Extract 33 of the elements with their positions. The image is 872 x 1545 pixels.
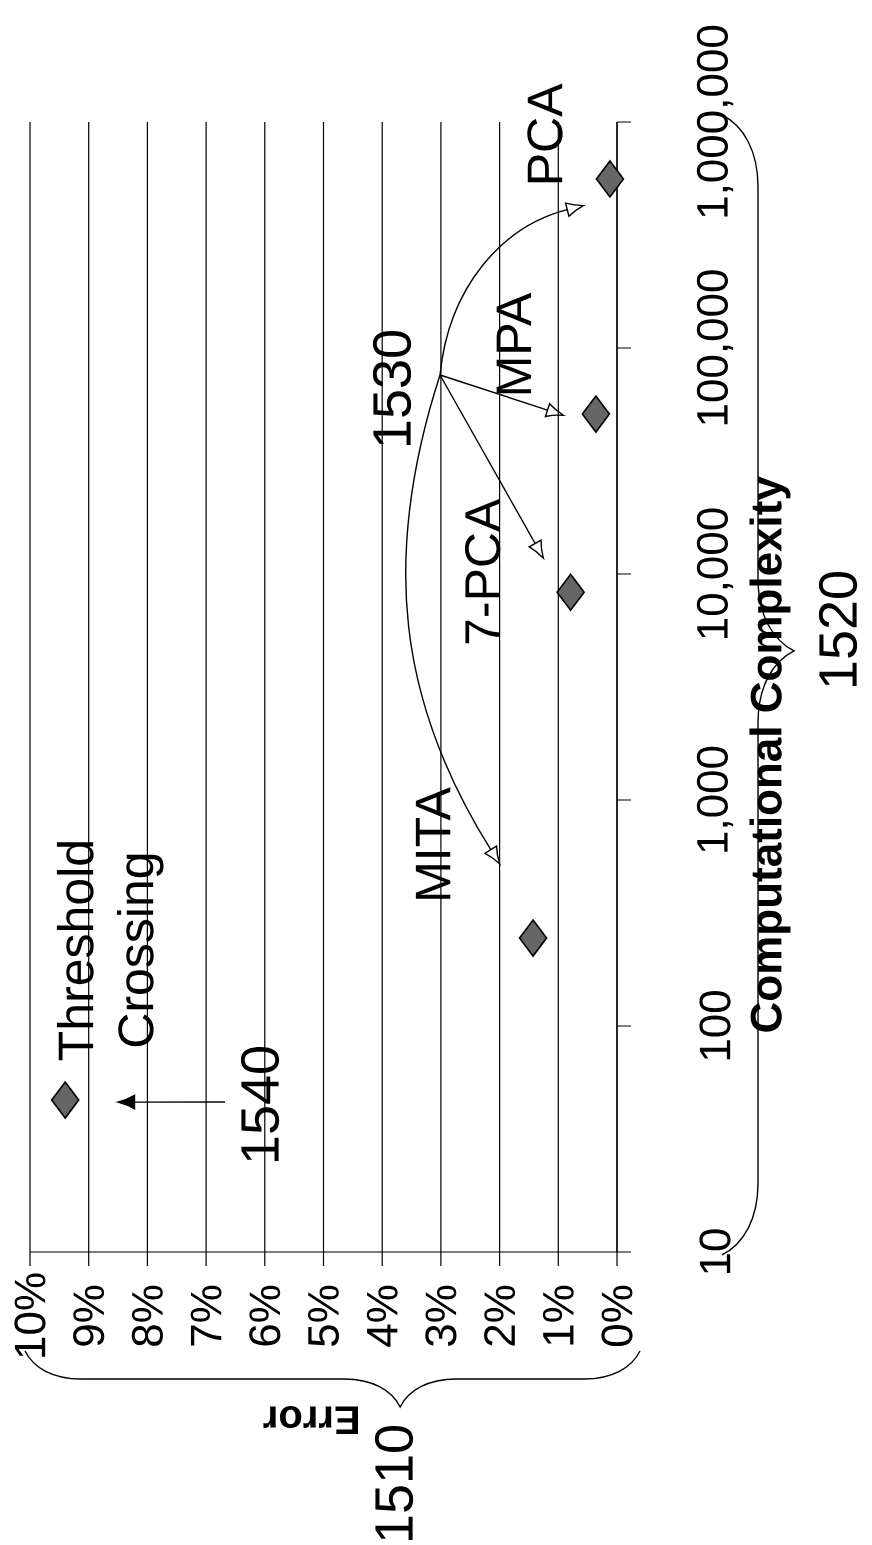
x-tick-label: 5% bbox=[308, 1285, 339, 1347]
y-tick-label: 1,000 bbox=[696, 746, 734, 852]
y-axis-title: Computational Complexity bbox=[749, 476, 791, 1032]
point bbox=[595, 160, 625, 198]
point bbox=[518, 919, 548, 957]
annotation: 1530 bbox=[372, 331, 412, 445]
x-tick-label: 7% bbox=[190, 1285, 222, 1346]
x-tick-label: 8% bbox=[131, 1285, 163, 1346]
annotation: 7-PCA bbox=[464, 498, 501, 644]
y-tick-label: 10 bbox=[699, 1229, 731, 1274]
x-tick-label: 6% bbox=[249, 1285, 281, 1346]
x-tick-label: 2% bbox=[484, 1285, 516, 1346]
annotation: MITA bbox=[415, 787, 451, 899]
point bbox=[50, 1081, 80, 1119]
annotation: PCA bbox=[527, 83, 563, 183]
annotation: MPA bbox=[496, 292, 532, 394]
x-tick-label: 10% bbox=[14, 1273, 46, 1357]
y-tick-label: 10,000 bbox=[696, 508, 734, 638]
x-tick-label: 3% bbox=[425, 1285, 457, 1347]
text: 1520 bbox=[818, 572, 858, 686]
y-tick-label: 1,000,000 bbox=[696, 25, 734, 217]
y-tick-label: 100,000 bbox=[696, 270, 734, 425]
annotation: 1540 bbox=[240, 1047, 280, 1161]
text: 1510 bbox=[374, 1426, 414, 1540]
x-tick-label: 0% bbox=[601, 1285, 633, 1347]
point bbox=[581, 395, 611, 433]
annotation: Threshold Crossing bbox=[56, 842, 164, 1061]
point bbox=[556, 573, 585, 612]
x-tick-label: 1% bbox=[542, 1285, 574, 1345]
y-tick-label: 100 bbox=[699, 991, 731, 1060]
x-tick-label: 4% bbox=[366, 1285, 398, 1347]
x-tick-label: 9% bbox=[73, 1285, 105, 1346]
x-axis-title: Error bbox=[263, 1406, 358, 1434]
